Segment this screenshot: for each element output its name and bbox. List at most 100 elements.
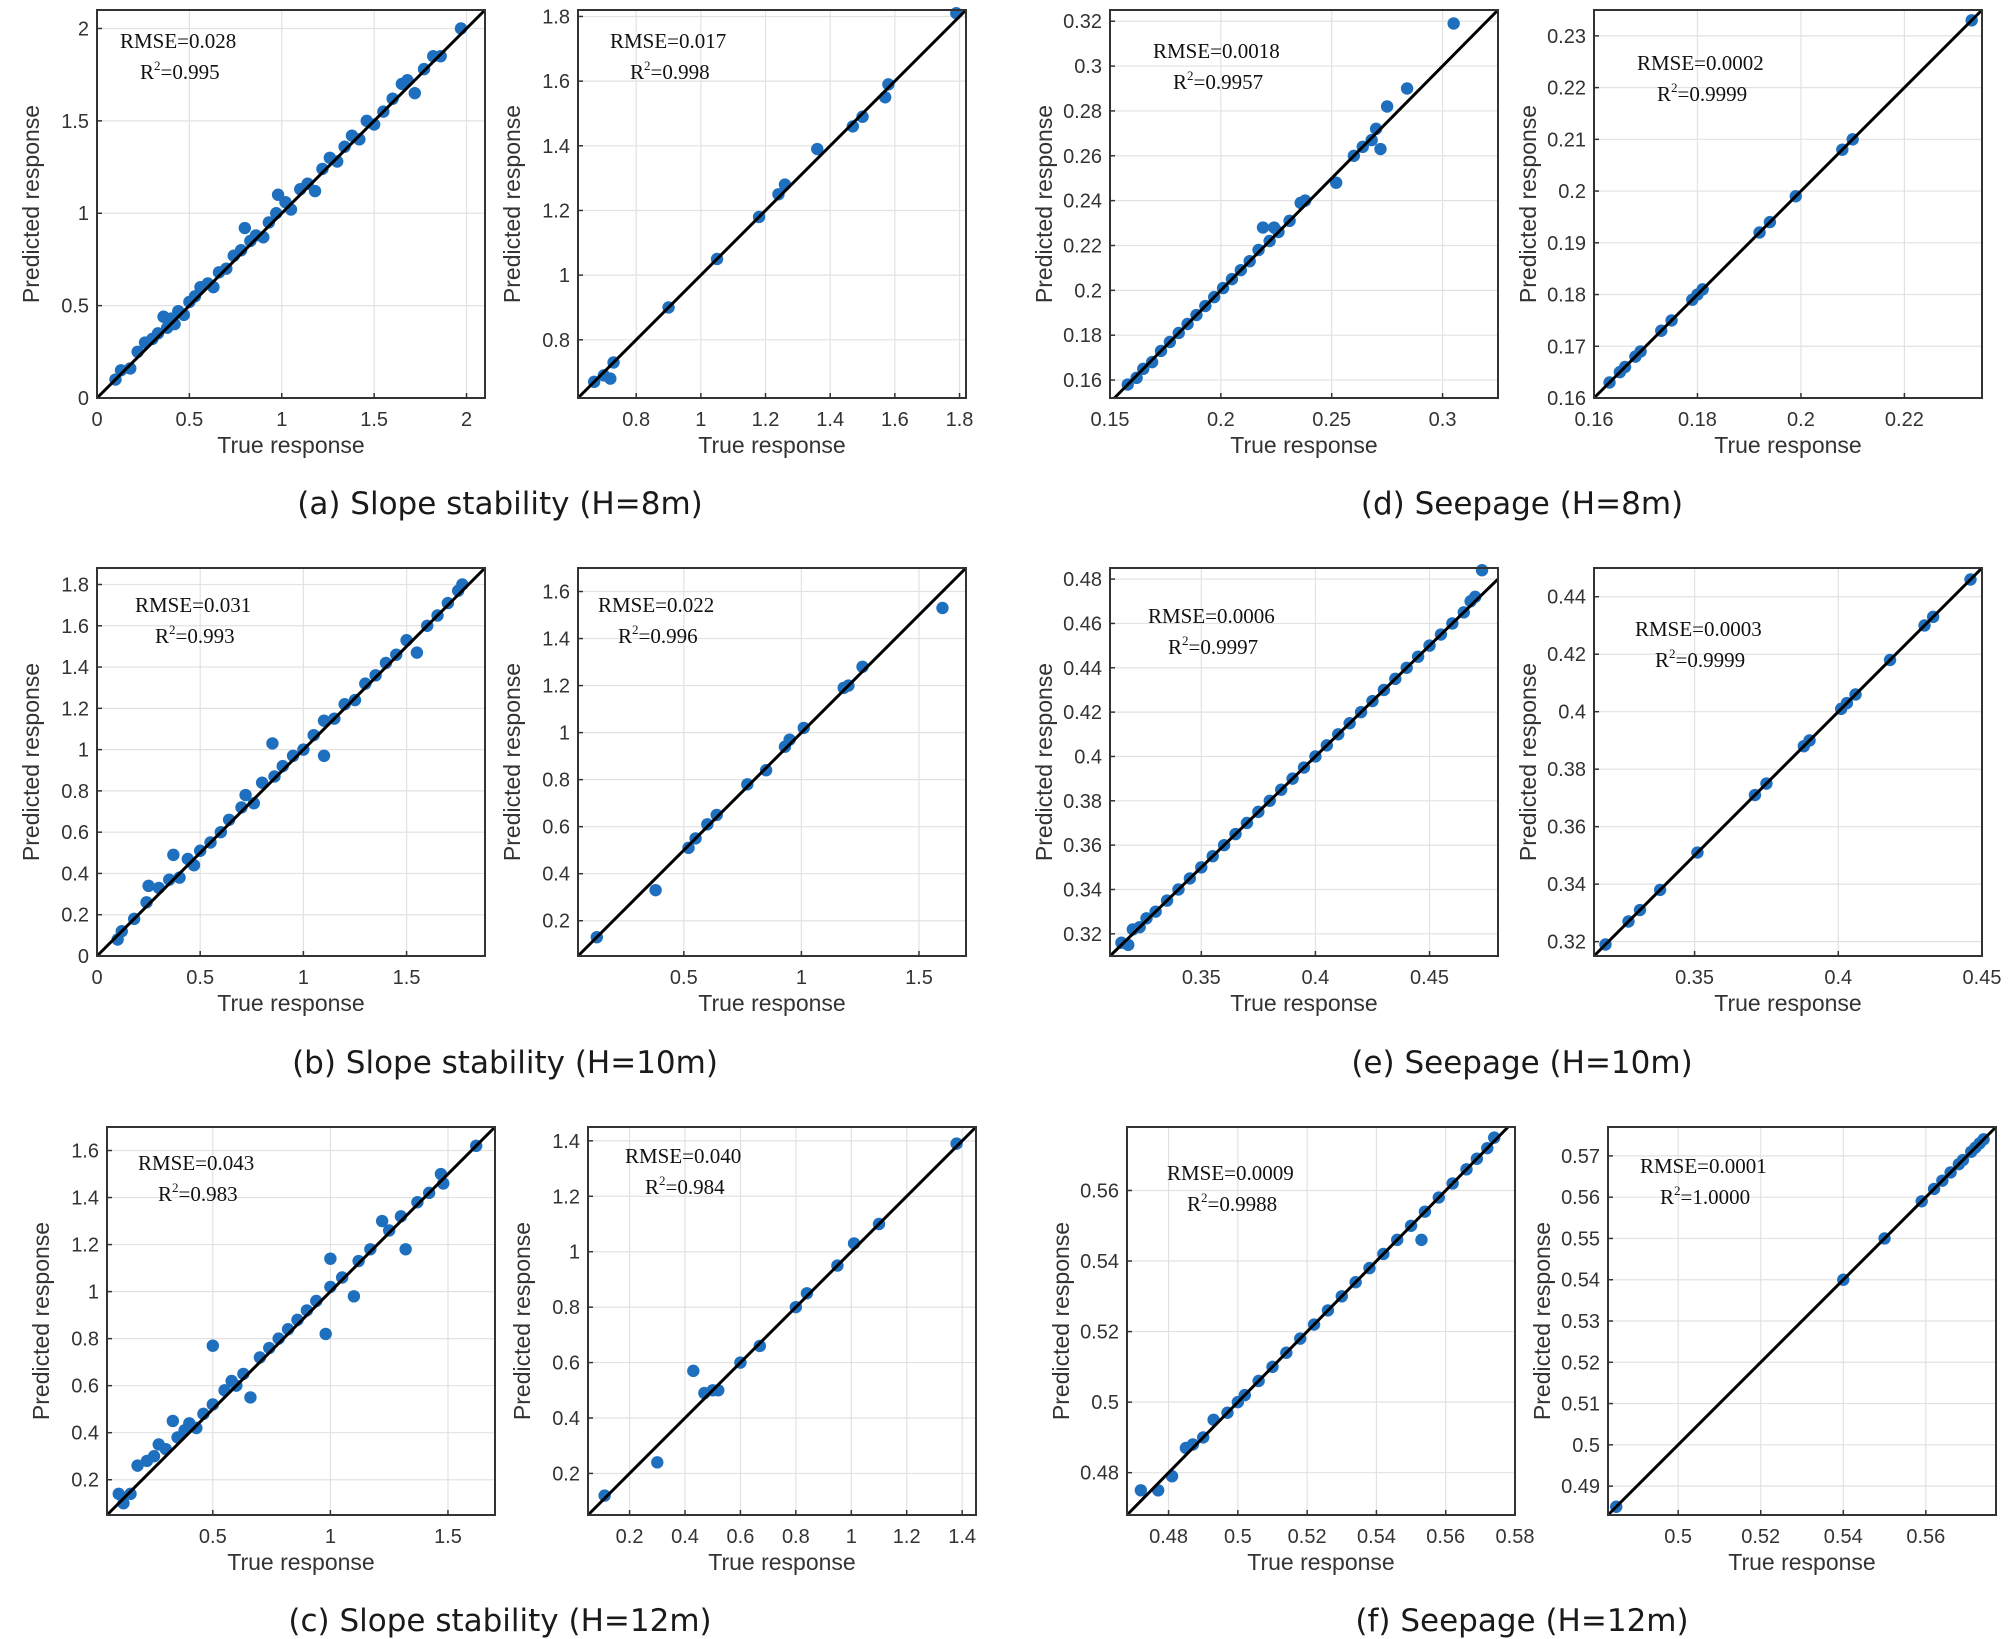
y-tick-label: 0.54 bbox=[1080, 1251, 1119, 1273]
y-axis-label: Predicted response bbox=[18, 663, 44, 861]
data-point bbox=[1186, 1438, 1200, 1451]
rmse-label: RMSE=0.028 bbox=[120, 29, 236, 53]
x-tick-label: 0.5 bbox=[175, 409, 203, 431]
y-tick-label: 0 bbox=[78, 388, 89, 410]
rmse-label: RMSE=0.031 bbox=[135, 593, 251, 617]
data-point bbox=[950, 1137, 963, 1150]
x-tick-label: 0.5 bbox=[1224, 1526, 1252, 1548]
r2-value: =0.998 bbox=[651, 60, 710, 84]
y-tick-label: 0 bbox=[78, 946, 89, 968]
x-axis-label: True response bbox=[1714, 990, 1861, 1016]
r2-symbol: R bbox=[1168, 635, 1182, 659]
data-point bbox=[1140, 912, 1153, 925]
axes-frame bbox=[1593, 9, 1983, 399]
r2-symbol: R bbox=[158, 1182, 172, 1206]
data-point bbox=[124, 362, 137, 375]
r2-exponent: 2 bbox=[632, 622, 639, 637]
data-point bbox=[124, 1487, 137, 1501]
y-tick-label: 1.2 bbox=[61, 698, 89, 720]
x-axis-label: True response bbox=[217, 990, 364, 1016]
y-tick-label: 1 bbox=[78, 740, 89, 762]
x-tick-label: 0.58 bbox=[1496, 1526, 1535, 1548]
r2-label: R2=0.9999 bbox=[1657, 80, 1747, 106]
axes-frame bbox=[577, 9, 967, 399]
caption-b: (b) Slope stability (H=10m) bbox=[292, 1045, 718, 1081]
y-tick-label: 0.34 bbox=[1547, 874, 1586, 896]
y-tick-label: 1 bbox=[559, 265, 570, 287]
r2-value: =0.9957 bbox=[1194, 70, 1264, 94]
y-axis-label: Predicted response bbox=[18, 105, 44, 303]
r2-value: =0.996 bbox=[639, 624, 698, 648]
r2-label: R2=0.983 bbox=[158, 1180, 238, 1206]
data-point bbox=[1145, 355, 1159, 369]
data-point bbox=[649, 883, 662, 897]
x-tick-label: 0.35 bbox=[1675, 967, 1714, 989]
y-tick-label: 0.23 bbox=[1547, 26, 1586, 48]
x-axis-label: True response bbox=[708, 1549, 855, 1575]
x-tick-label: 0.48 bbox=[1149, 1526, 1188, 1548]
x-tick-label: 0.22 bbox=[1885, 409, 1924, 431]
y-tick-label: 0.8 bbox=[552, 1297, 580, 1319]
y-tick-label: 1.2 bbox=[552, 1186, 580, 1208]
data-point bbox=[114, 364, 128, 377]
x-tick-label: 0.16 bbox=[1575, 409, 1614, 431]
r2-symbol: R bbox=[1173, 70, 1187, 94]
r2-exponent: 2 bbox=[1671, 80, 1678, 95]
x-axis-label: True response bbox=[698, 432, 845, 458]
r2-value: =0.993 bbox=[176, 624, 235, 648]
y-tick-label: 1 bbox=[569, 1242, 580, 1264]
y-tick-label: 0.36 bbox=[1547, 817, 1586, 839]
chart-b-right: 0.5 1 1.5 0.2 0.4 0.6 0.8 1 1.2 1.4 1.6 True respon… bbox=[499, 566, 968, 1016]
x-axis-label: True response bbox=[217, 432, 364, 458]
y-axis-label: Predicted response bbox=[499, 105, 525, 303]
y-tick-label: 1.2 bbox=[71, 1235, 99, 1257]
r2-label: R2=0.9999 bbox=[1655, 646, 1745, 672]
data-point bbox=[598, 1489, 611, 1502]
y-tick-label: 0.34 bbox=[1063, 879, 1102, 901]
data-point bbox=[262, 216, 276, 229]
x-tick-label: 0.15 bbox=[1091, 409, 1130, 431]
rmse-label: RMSE=0.040 bbox=[625, 1144, 741, 1168]
x-tick-label: 1.8 bbox=[946, 409, 974, 431]
y-tick-label: 0.52 bbox=[1561, 1352, 1600, 1374]
identity-line bbox=[1606, 1125, 1998, 1517]
y-tick-label: 0.2 bbox=[1558, 181, 1586, 203]
data-point bbox=[168, 317, 181, 331]
r2-label: R2=0.996 bbox=[618, 622, 698, 648]
data-point bbox=[206, 1339, 220, 1352]
identity-line bbox=[576, 566, 968, 958]
data-point bbox=[1475, 564, 1489, 577]
data-point bbox=[846, 120, 860, 133]
y-tick-label: 0.16 bbox=[1547, 388, 1586, 410]
data-point bbox=[1365, 133, 1378, 147]
data-point bbox=[1447, 17, 1460, 30]
x-tick-label: 0.5 bbox=[670, 967, 698, 989]
data-point bbox=[112, 1487, 125, 1501]
y-tick-label: 0.38 bbox=[1547, 759, 1586, 781]
data-point bbox=[266, 737, 279, 750]
r2-label: R2=1.0000 bbox=[1660, 1183, 1750, 1209]
identity-line bbox=[586, 1125, 978, 1517]
data-point bbox=[353, 133, 366, 146]
y-axis-label: Predicted response bbox=[499, 663, 525, 861]
data-point bbox=[382, 1224, 396, 1237]
x-tick-label: 0 bbox=[91, 967, 102, 989]
y-tick-label: 0.32 bbox=[1063, 11, 1102, 33]
x-tick-label: 1 bbox=[846, 1526, 857, 1548]
axes-frame bbox=[1126, 1126, 1516, 1516]
x-tick-label: 0.2 bbox=[616, 1526, 644, 1548]
y-tick-label: 1 bbox=[559, 723, 570, 745]
y-tick-label: 0.6 bbox=[552, 1353, 580, 1375]
data-point bbox=[1488, 1131, 1501, 1144]
data-point bbox=[1134, 1484, 1148, 1497]
chart-c-left: 0.5 1 1.5 0.2 0.4 0.6 0.8 1 1.2 1.4 1.6 True respon… bbox=[28, 1125, 497, 1575]
captions-layer: (a) Slope stability (H=8m) (d) Seepage (… bbox=[288, 486, 1692, 1639]
y-tick-label: 0.8 bbox=[71, 1329, 99, 1351]
x-tick-label: 1 bbox=[325, 1526, 336, 1548]
y-axis-label: Predicted response bbox=[28, 1222, 54, 1420]
r2-exponent: 2 bbox=[154, 58, 161, 73]
data-point bbox=[701, 818, 714, 831]
x-tick-label: 0.3 bbox=[1429, 409, 1457, 431]
x-axis-label: True response bbox=[1714, 432, 1861, 458]
y-tick-label: 0.21 bbox=[1547, 129, 1586, 151]
